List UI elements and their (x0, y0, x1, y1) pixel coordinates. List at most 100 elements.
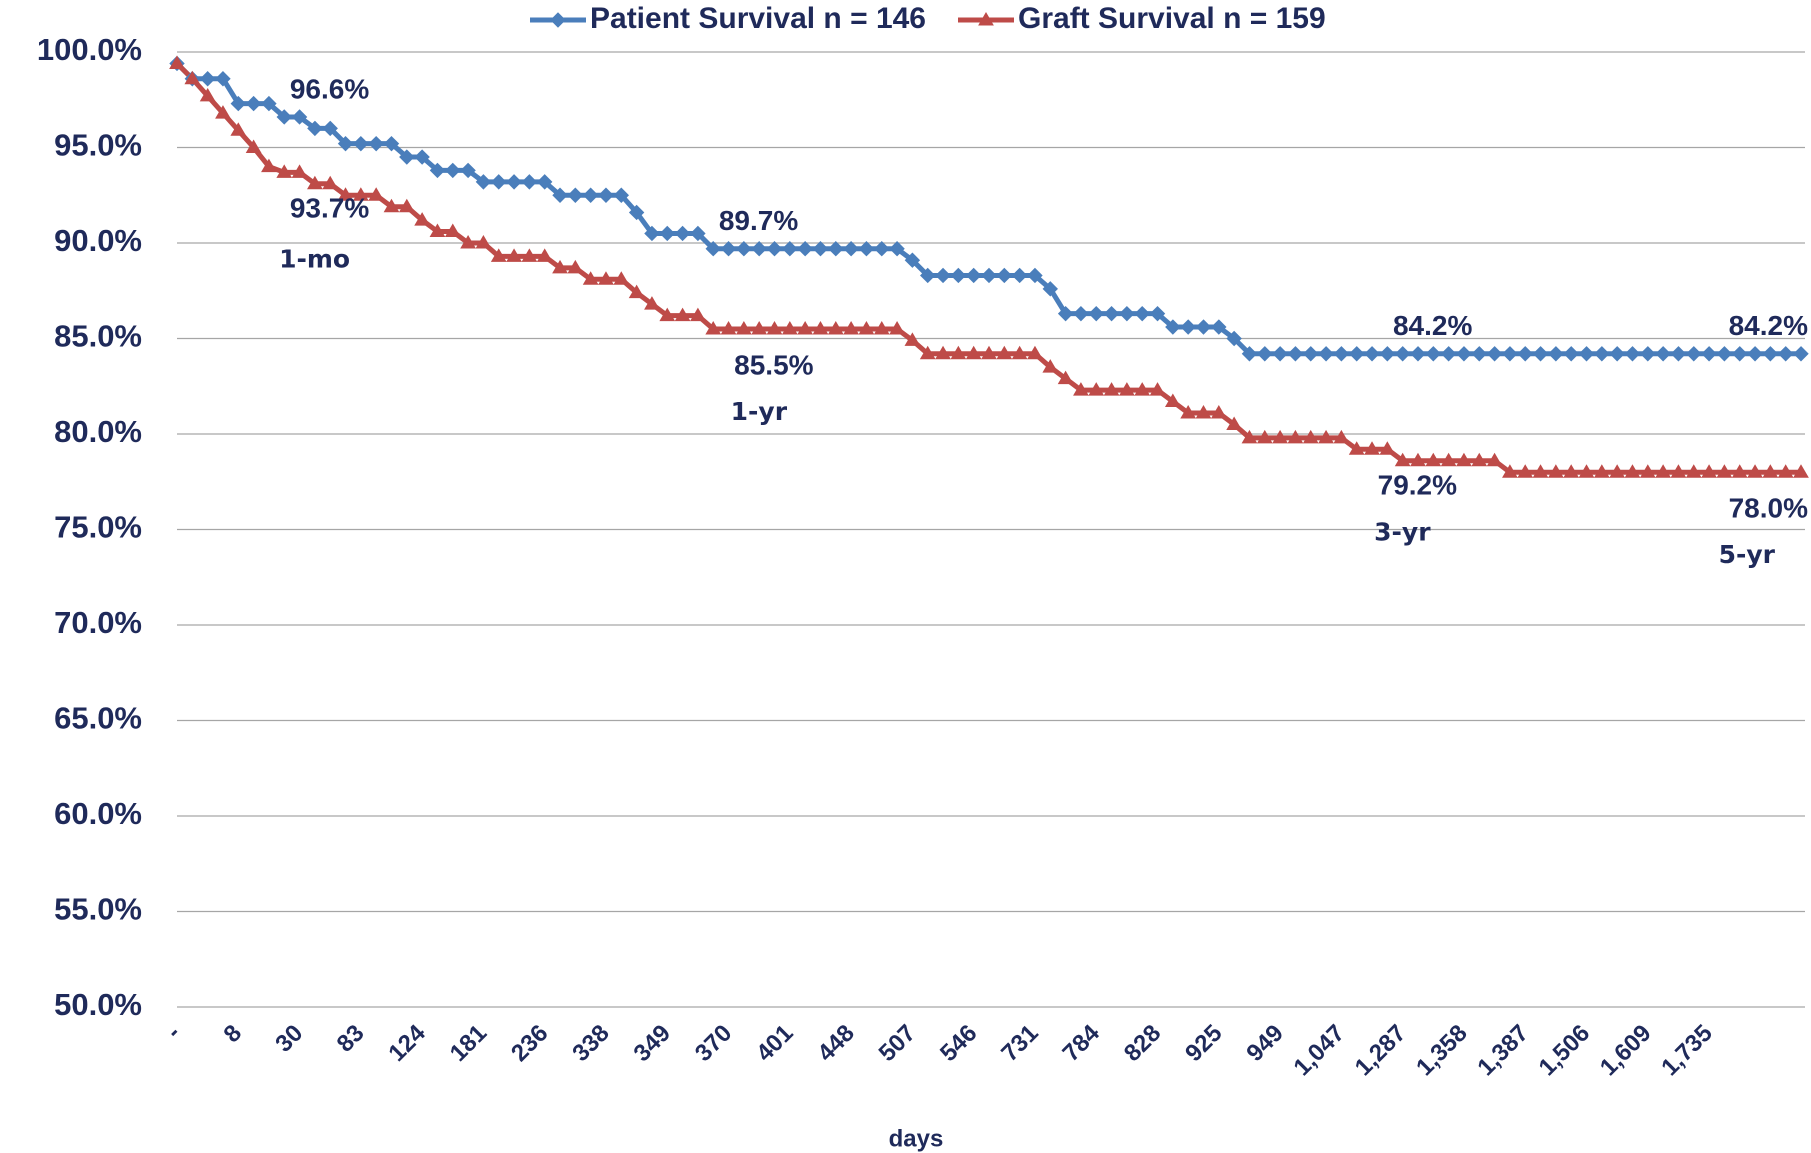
data-point (1532, 346, 1549, 362)
y-tick-label: 60.0% (54, 796, 142, 831)
data-point (536, 248, 553, 262)
x-tick-label: 83 (332, 1020, 370, 1058)
data-point (383, 135, 400, 152)
data-point (291, 109, 308, 125)
data-point (628, 204, 645, 221)
data-point (398, 198, 415, 213)
data-point (460, 162, 476, 179)
data-point (1777, 346, 1794, 362)
data-point (322, 175, 339, 190)
data-point (965, 267, 982, 284)
data-point (245, 95, 262, 112)
x-tick-label: 1,609 (1595, 1020, 1657, 1082)
data-point (1302, 429, 1319, 444)
data-point (1731, 464, 1748, 478)
data-point (1364, 346, 1380, 362)
data-point (797, 320, 814, 335)
data-label: 85.5% (734, 349, 813, 380)
data-point (904, 332, 921, 346)
data-label: 84.2% (1729, 310, 1808, 341)
x-tick-label: 181 (445, 1020, 492, 1067)
data-point (781, 320, 798, 335)
data-point (1149, 305, 1166, 322)
x-tick-label: 8 (218, 1020, 247, 1049)
data-label: 78.0% (1729, 493, 1808, 524)
data-point (1747, 464, 1763, 478)
data-point (383, 198, 400, 213)
y-tick-label: 100.0% (37, 32, 142, 67)
data-point (1532, 464, 1549, 478)
data-point (874, 241, 890, 257)
data-point (1226, 416, 1243, 430)
data-point (782, 241, 798, 257)
data-point (1348, 346, 1365, 362)
data-point (429, 223, 446, 238)
x-tick-label: 925 (1180, 1020, 1227, 1067)
data-point (1149, 382, 1166, 396)
data-point (1318, 346, 1334, 362)
data-point (521, 174, 538, 190)
x-tick-label: 949 (1241, 1020, 1288, 1067)
data-point (1272, 346, 1288, 362)
y-tick-label: 80.0% (54, 414, 142, 449)
x-tick-label: - (161, 1020, 186, 1045)
data-point (1119, 382, 1135, 396)
data-point (690, 307, 706, 322)
data-point (1609, 464, 1626, 478)
x-tick-label: 370 (690, 1020, 737, 1067)
data-point (1624, 464, 1641, 478)
data-point (199, 87, 216, 102)
data-point (1042, 359, 1059, 373)
data-point (1180, 404, 1197, 419)
y-tick-label: 85.0% (54, 319, 142, 354)
data-point (230, 95, 246, 112)
data-point (1732, 346, 1748, 362)
data-point (1134, 382, 1151, 396)
data-point (1257, 346, 1273, 362)
data-point (1624, 346, 1641, 362)
data-point (429, 162, 446, 179)
data-point (1303, 346, 1319, 362)
y-tick-label: 70.0% (54, 605, 142, 640)
data-point (1180, 319, 1196, 335)
data-point (1486, 452, 1503, 467)
data-point (1609, 346, 1625, 362)
legend-marker (978, 12, 994, 26)
data-point (598, 271, 614, 285)
data-point (414, 149, 430, 165)
x-tick-label: 784 (1058, 1019, 1106, 1067)
data-point (353, 135, 369, 152)
data-point (797, 241, 813, 257)
data-point (1425, 452, 1442, 467)
data-point (1333, 346, 1350, 362)
data-point (491, 174, 507, 190)
data-point (1195, 404, 1212, 419)
data-point (613, 271, 630, 285)
data-point (1073, 305, 1089, 322)
data-point (1471, 452, 1488, 467)
x-tick-label: 1,287 (1350, 1020, 1412, 1082)
data-point (169, 55, 185, 69)
data-point (1685, 464, 1702, 478)
data-point (1594, 346, 1610, 362)
y-tick-label: 55.0% (54, 892, 142, 927)
data-point (1027, 345, 1043, 360)
data-point (720, 241, 737, 257)
data-point (368, 135, 384, 152)
data-point (1670, 464, 1687, 478)
data-point (812, 241, 829, 257)
data-point (766, 320, 783, 335)
x-tick-label: 731 (996, 1020, 1043, 1067)
data-point (567, 187, 584, 203)
data-point (445, 162, 461, 179)
data-point (245, 139, 262, 153)
data-point (444, 223, 461, 238)
data-point (1073, 382, 1089, 396)
x-tick-label: 236 (506, 1020, 553, 1067)
data-point (276, 109, 292, 125)
data-point (506, 174, 522, 190)
data-point (1670, 346, 1687, 362)
data-point (215, 105, 231, 119)
data-point (536, 174, 553, 190)
